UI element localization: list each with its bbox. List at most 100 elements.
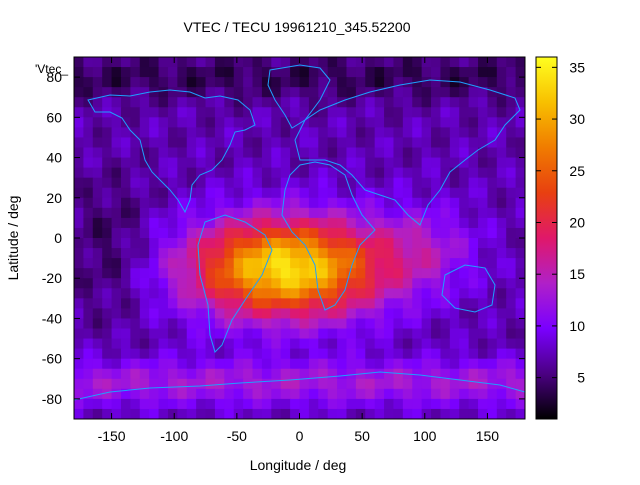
heatmap-cell xyxy=(243,197,254,209)
heatmap-cell xyxy=(449,328,460,340)
heatmap-cell xyxy=(327,308,338,320)
heatmap-cell xyxy=(449,57,460,68)
heatmap-cell xyxy=(196,398,207,410)
heatmap-cell xyxy=(214,338,225,350)
heatmap-cell xyxy=(102,157,113,169)
heatmap-cell xyxy=(487,177,498,189)
heatmap-cell xyxy=(243,348,254,360)
heatmap-cell xyxy=(158,227,169,239)
heatmap-cell xyxy=(196,338,207,350)
heatmap-cell xyxy=(478,77,489,88)
heatmap-cell xyxy=(271,338,282,350)
heatmap-cell xyxy=(421,217,432,229)
heatmap-cell xyxy=(299,127,310,139)
heatmap-cell xyxy=(111,258,122,269)
heatmap-cell xyxy=(402,207,413,219)
heatmap-cell xyxy=(468,388,479,400)
heatmap-cell xyxy=(393,197,404,209)
heatmap-cell xyxy=(440,298,451,309)
heatmap-cell xyxy=(74,187,84,199)
heatmap-cell xyxy=(149,278,160,289)
heatmap-cell xyxy=(337,298,348,309)
heatmap-cell xyxy=(92,97,103,108)
heatmap-cell xyxy=(111,207,122,219)
heatmap-cell xyxy=(139,187,150,199)
heatmap-cell xyxy=(102,137,113,149)
heatmap-cell xyxy=(111,77,122,88)
heatmap-cell xyxy=(167,288,178,299)
heatmap-cell xyxy=(214,408,225,419)
heatmap-cell xyxy=(459,318,470,330)
heatmap-cell xyxy=(468,288,479,299)
heatmap-cell xyxy=(487,77,498,88)
heatmap-cell xyxy=(299,197,310,209)
heatmap-cell xyxy=(102,147,113,159)
heatmap-cell xyxy=(214,368,225,380)
heatmap-cell xyxy=(478,147,489,159)
heatmap-cell xyxy=(92,177,103,189)
heatmap-cell xyxy=(205,97,216,108)
heatmap-cell xyxy=(515,177,525,189)
heatmap-cell xyxy=(130,398,141,410)
heatmap-cell xyxy=(299,348,310,360)
heatmap-cell xyxy=(102,167,113,179)
heatmap-cell xyxy=(233,227,244,239)
heatmap-cell xyxy=(440,227,451,239)
heatmap-cell xyxy=(431,167,442,179)
heatmap-cell xyxy=(431,67,442,78)
heatmap-cell xyxy=(402,298,413,309)
heatmap-cell xyxy=(149,57,160,68)
heatmap-cell xyxy=(431,318,442,330)
heatmap-cell xyxy=(365,248,376,259)
heatmap-cell xyxy=(120,87,131,98)
heatmap-cell xyxy=(412,67,423,78)
heatmap-cell xyxy=(158,298,169,309)
heatmap-cell xyxy=(374,177,385,189)
heatmap-cell xyxy=(355,217,366,229)
heatmap-cell xyxy=(478,127,489,139)
heatmap-cell xyxy=(421,77,432,88)
heatmap-cell xyxy=(299,398,310,410)
heatmap-cell xyxy=(130,127,141,139)
heatmap-cell xyxy=(252,177,263,189)
heatmap-cell xyxy=(83,57,94,68)
heatmap-cell xyxy=(449,398,460,410)
heatmap-cell xyxy=(431,398,442,410)
heatmap-cell xyxy=(252,67,263,78)
heatmap-cell xyxy=(158,107,169,118)
heatmap-cell xyxy=(318,77,329,88)
heatmap-cell xyxy=(384,67,395,78)
heatmap-cell xyxy=(186,338,197,350)
heatmap-cell xyxy=(478,338,489,350)
heatmap-cell xyxy=(468,308,479,320)
heatmap-cell xyxy=(299,248,310,259)
heatmap-cell xyxy=(177,388,188,400)
heatmap-cell xyxy=(139,378,150,390)
heatmap-cell xyxy=(261,177,272,189)
heatmap-cell xyxy=(139,67,150,78)
heatmap-cell xyxy=(158,157,169,169)
heatmap-cell xyxy=(299,358,310,370)
heatmap-cell xyxy=(139,268,150,279)
heatmap-cell xyxy=(224,408,235,419)
x-axis-label: Longitude / deg xyxy=(250,457,347,473)
heatmap-cell xyxy=(478,57,489,68)
heatmap-cell xyxy=(299,288,310,299)
heatmap-cell xyxy=(355,127,366,139)
heatmap-cell xyxy=(83,398,94,410)
heatmap-cell xyxy=(130,107,141,118)
heatmap-cell xyxy=(261,398,272,410)
heatmap-cell xyxy=(243,87,254,98)
heatmap-cell xyxy=(374,67,385,78)
heatmap-cell xyxy=(515,207,525,219)
heatmap-cell xyxy=(355,408,366,419)
heatmap-cell xyxy=(243,318,254,330)
heatmap-cell xyxy=(167,408,178,419)
heatmap-cell xyxy=(308,378,319,390)
heatmap-cell xyxy=(412,318,423,330)
heatmap-cell xyxy=(468,408,479,419)
heatmap-cell xyxy=(374,87,385,98)
heatmap-cell xyxy=(261,107,272,118)
heatmap-cell xyxy=(308,238,319,249)
heatmap-cell xyxy=(318,167,329,179)
